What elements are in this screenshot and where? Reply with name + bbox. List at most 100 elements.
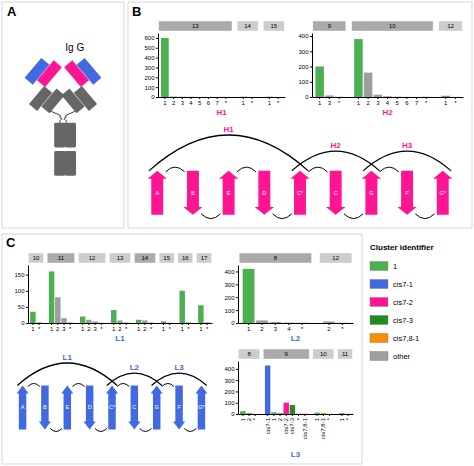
x-tick: 6 [207,97,211,106]
bar [161,38,169,97]
x-tick: * [206,323,209,332]
bar [196,96,204,97]
strand-loop [201,214,220,219]
bar [240,411,245,414]
y-tick-mark [26,275,28,276]
x-tick: 1 [240,414,246,421]
group-header-label: 14 [244,23,251,29]
bar [142,320,147,323]
cdr-label: H3 [402,141,413,150]
x-tick-mark [151,323,152,325]
bar [243,269,255,323]
x-tick-mark [113,323,114,325]
y-tick: 100 [144,85,158,91]
x-tick: * [454,97,457,106]
strand-label: A [21,404,25,410]
x-tick-label: * [169,326,172,332]
y-tick: 0 [231,411,238,417]
x-tick-mark [39,323,40,325]
strand-label: F [177,404,181,410]
bar [187,96,195,97]
x-tick: * [225,97,228,106]
x-tick: 1 [357,97,361,106]
cdr-label: L1 [63,353,73,362]
bar [283,403,288,414]
strand-loop [50,428,62,431]
x-tick-label: 1 [31,326,35,332]
bar [99,322,104,323]
cdr-loop [363,151,451,171]
bar [335,96,344,97]
x-tick: 1 [163,97,167,106]
y-tick-label: 400 [298,33,309,39]
x-tick-mark [286,414,287,416]
bar [393,96,402,97]
figure: Ig GAH1H2H3ABEDC*CGFG*B1234567*1*1*01002… [0,0,474,466]
x-tick: cis7,8-1 [302,414,308,439]
x-axis-line [313,97,464,98]
x-axis-line [29,323,213,324]
bar [422,96,431,97]
x-tick-label: * [252,417,258,420]
y-tick-mark [156,48,158,49]
x-tick-label: 2 [87,326,91,332]
cdr-label: H1 [224,125,235,134]
x-axis: 1234567*1*1* [159,97,286,106]
x-tick-label: 1 [242,100,246,106]
x-tick-mark [138,323,139,325]
x-tick-label: * [338,100,341,106]
strand-label: C* [297,190,304,196]
strand-label: A [155,190,159,196]
x-tick-mark [225,97,226,99]
group-header [263,349,309,359]
x-tick-mark [51,323,52,325]
bar-chart: 12*cis7-112cis7-2cis7-3*cis7,8-11cis7,8-… [224,349,353,459]
x-tick: 2 [277,414,283,421]
group-header [159,253,174,263]
bar [314,413,319,414]
y-tick-label: 400 [224,366,235,372]
x-axis-line [159,97,286,98]
x-tick-mark [207,323,208,325]
y-tick: 200 [298,64,312,70]
group-header-label: 13 [192,23,199,29]
x-axis: 12*cis7-112cis7-2cis7-3*cis7,8-11cis7,8-… [239,414,354,439]
x-tick: 1 [314,414,320,421]
x-tick-mark [88,323,89,325]
x-tick-mark [304,414,305,416]
y-axis-line [312,34,313,98]
x-tick-label: 3 [62,326,66,332]
x-tick: 2 [118,323,122,332]
strand-loop [72,383,84,386]
strand-loop [166,167,185,172]
x-tick-mark [329,97,330,99]
y-tick: 0 [305,94,312,100]
x-tick-label: 1 [314,417,320,421]
group-header-label: 8 [274,255,278,261]
x-tick-label: 1 [112,326,116,332]
x-tick-label: 1 [318,100,322,106]
bar [345,413,350,414]
x-tick-label: * [150,326,153,332]
igg-diagram: Ig GA [7,4,101,176]
x-tick-mark [267,414,268,416]
bar [55,297,60,323]
x-tick-mark [144,323,145,325]
strand-label: E [227,190,231,196]
x-tick-label: * [345,417,351,420]
y-tick-mark [26,323,28,324]
x-tick-mark [317,414,318,416]
group-header-label: 17 [201,255,208,261]
x-tick-label: 3 [274,326,278,332]
y-tick: 0 [231,320,238,326]
x-tick-mark [275,323,276,325]
bar [296,413,301,414]
bar [170,96,178,97]
group-header-label: 10 [320,351,327,357]
x-tick-label: cis7,8-1 [320,417,326,439]
x-tick-label: * [425,100,428,106]
x-tick: 1 [339,414,345,421]
x-tick-label: 4 [189,100,193,106]
cdr-label: L2 [130,363,140,372]
bar [302,413,307,414]
